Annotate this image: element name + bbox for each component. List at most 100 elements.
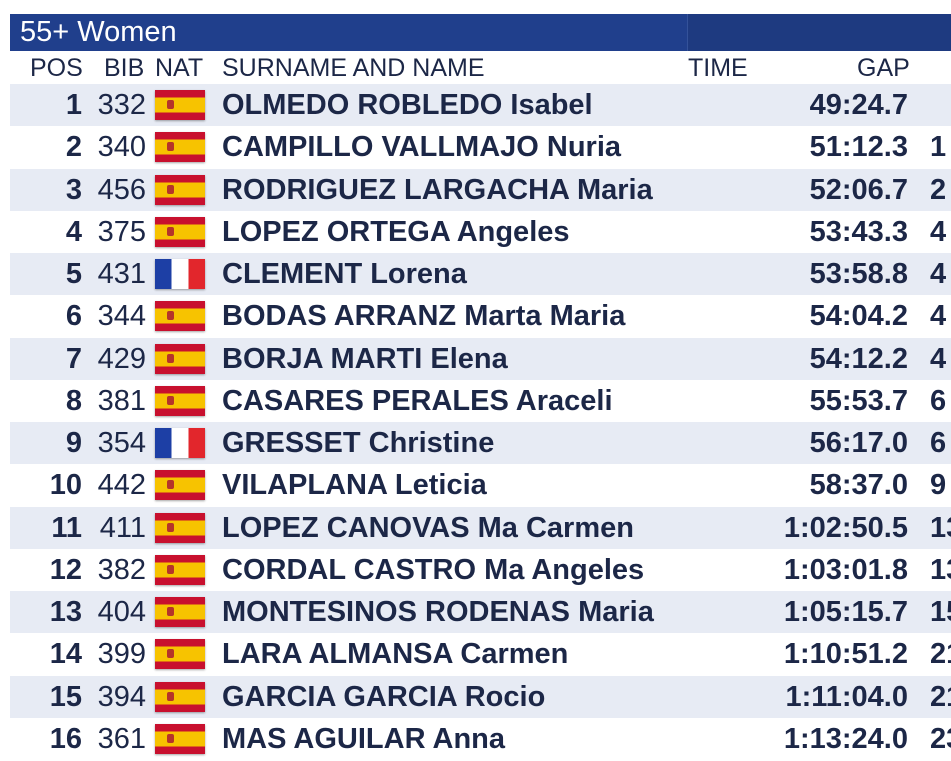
gap: 1 [930, 131, 947, 164]
time: 52:06.7 [809, 173, 908, 206]
gap: 21 [930, 638, 951, 671]
gap: 6 [930, 384, 947, 417]
flag [155, 428, 205, 458]
bib: 399 [97, 638, 146, 671]
pos: 8 [65, 384, 82, 417]
flag [155, 639, 205, 670]
flag [155, 512, 205, 543]
athlete-name: CLEMENT Lorena [222, 258, 467, 290]
time: 54:04.2 [809, 300, 908, 333]
gap: 4 [930, 215, 947, 248]
pos: 4 [65, 215, 82, 248]
time: 1:11:04.0 [785, 680, 908, 713]
col-header: BIB [104, 54, 145, 82]
pos: 12 [49, 553, 82, 586]
flag [155, 216, 205, 247]
category-bar: 55+ Women [10, 14, 951, 51]
athlete-name: MAS AGUILAR Anna [222, 722, 506, 755]
flag [155, 174, 205, 205]
bib: 375 [97, 215, 146, 248]
pos: 16 [49, 722, 82, 755]
flag [155, 723, 205, 754]
flag [155, 90, 205, 120]
athlete-name: VILAPLANA Leticia [222, 469, 487, 502]
result-row: 4 375 LOPEZ ORTEGA Angeles 53:43.3 4 [10, 211, 951, 253]
bib: 429 [97, 342, 146, 375]
athlete-name: LOPEZ CANOVAS Ma Carmen [222, 511, 634, 544]
bib: 394 [97, 680, 146, 713]
bib: 442 [97, 469, 146, 502]
result-row: 10 442 VILAPLANA Leticia 58:37.0 9 [10, 464, 951, 506]
bib: 381 [97, 384, 146, 417]
athlete-name: LARA ALMANSA Carmen [222, 638, 569, 671]
athlete-name: BODAS ARRANZ Marta Maria [222, 300, 626, 333]
pos: 9 [65, 427, 82, 459]
time: 53:58.8 [809, 258, 908, 290]
athlete-name: CASARES PERALES Araceli [222, 384, 613, 417]
pos: 13 [49, 596, 82, 628]
bib: 411 [99, 511, 146, 544]
time: 1:10:51.2 [783, 638, 908, 671]
gap: 6 [930, 427, 947, 459]
bar-separator [687, 14, 951, 51]
flag [155, 301, 205, 332]
bib: 431 [97, 258, 146, 290]
bib: 361 [97, 722, 146, 755]
gap: 4 [930, 300, 947, 333]
result-row: 16 361 MAS AGUILAR Anna 1:13:24.0 23 [10, 718, 951, 760]
flag [155, 343, 205, 374]
athlete-name: RODRIGUEZ LARGACHA Maria [222, 173, 653, 206]
pos: 1 [65, 89, 82, 121]
athlete-name: OLMEDO ROBLEDO Isabel [222, 89, 593, 121]
gap: 9 [930, 469, 947, 502]
athlete-name: MONTESINOS RODENAS Maria [222, 596, 654, 628]
result-row: 14 399 LARA ALMANSA Carmen 1:10:51.2 21 [10, 633, 951, 675]
col-header: POS [30, 54, 83, 82]
gap: 4 [930, 258, 947, 290]
time: 54:12.2 [809, 342, 908, 375]
pos: 14 [49, 638, 82, 671]
flag [155, 385, 205, 416]
gap: 23 [930, 722, 951, 755]
bib: 344 [97, 300, 146, 333]
bib: 332 [97, 89, 146, 121]
result-row: 9 354 GRESSET Christine 56:17.0 6 [10, 422, 951, 464]
athlete-name: LOPEZ ORTEGA Angeles [222, 215, 570, 248]
bib: 340 [97, 131, 146, 164]
col-header: GAP [857, 54, 910, 82]
result-row: 13 404 MONTESINOS RODENAS Maria 1:05:15.7 15 [10, 591, 951, 633]
gap: 13 [930, 553, 951, 586]
athlete-name: GRESSET Christine [222, 427, 495, 459]
flag [155, 470, 205, 501]
flag [155, 259, 205, 289]
pos: 5 [65, 258, 82, 290]
athlete-name: CORDAL CASTRO Ma Angeles [222, 553, 645, 586]
result-row: 15 394 GARCIA GARCIA Rocio 1:11:04.0 21 [10, 675, 951, 718]
pos: 10 [49, 469, 82, 502]
pos: 11 [51, 511, 82, 544]
col-header: SURNAME AND NAME [222, 54, 485, 82]
col-header: TIME [688, 54, 748, 82]
bib: 354 [97, 427, 146, 459]
flag [155, 554, 205, 585]
time: 58:37.0 [809, 469, 908, 502]
result-row: 11 411 LOPEZ CANOVAS Ma Carmen 1:02:50.5 13 [10, 506, 951, 549]
flag [155, 681, 205, 712]
time: 1:05:15.7 [783, 596, 908, 628]
pos: 7 [65, 342, 82, 375]
result-row: 3 456 RODRIGUEZ LARGACHA Maria 52:06.7 2 [10, 168, 951, 211]
pos: 15 [49, 680, 82, 713]
time: 1:03:01.8 [783, 553, 908, 586]
gap: 13 [930, 511, 951, 544]
flag [155, 597, 205, 627]
gap: 21 [930, 680, 951, 713]
result-row: 8 381 CASARES PERALES Araceli 55:53.7 6 [10, 380, 951, 422]
time: 1:13:24.0 [783, 722, 908, 755]
pos: 2 [65, 131, 82, 164]
time: 1:02:50.5 [783, 511, 908, 544]
result-row: 6 344 BODAS ARRANZ Marta Maria 54:04.2 4 [10, 295, 951, 337]
pos: 3 [65, 173, 82, 206]
gap: 4 [930, 342, 947, 375]
pos: 6 [65, 300, 82, 333]
